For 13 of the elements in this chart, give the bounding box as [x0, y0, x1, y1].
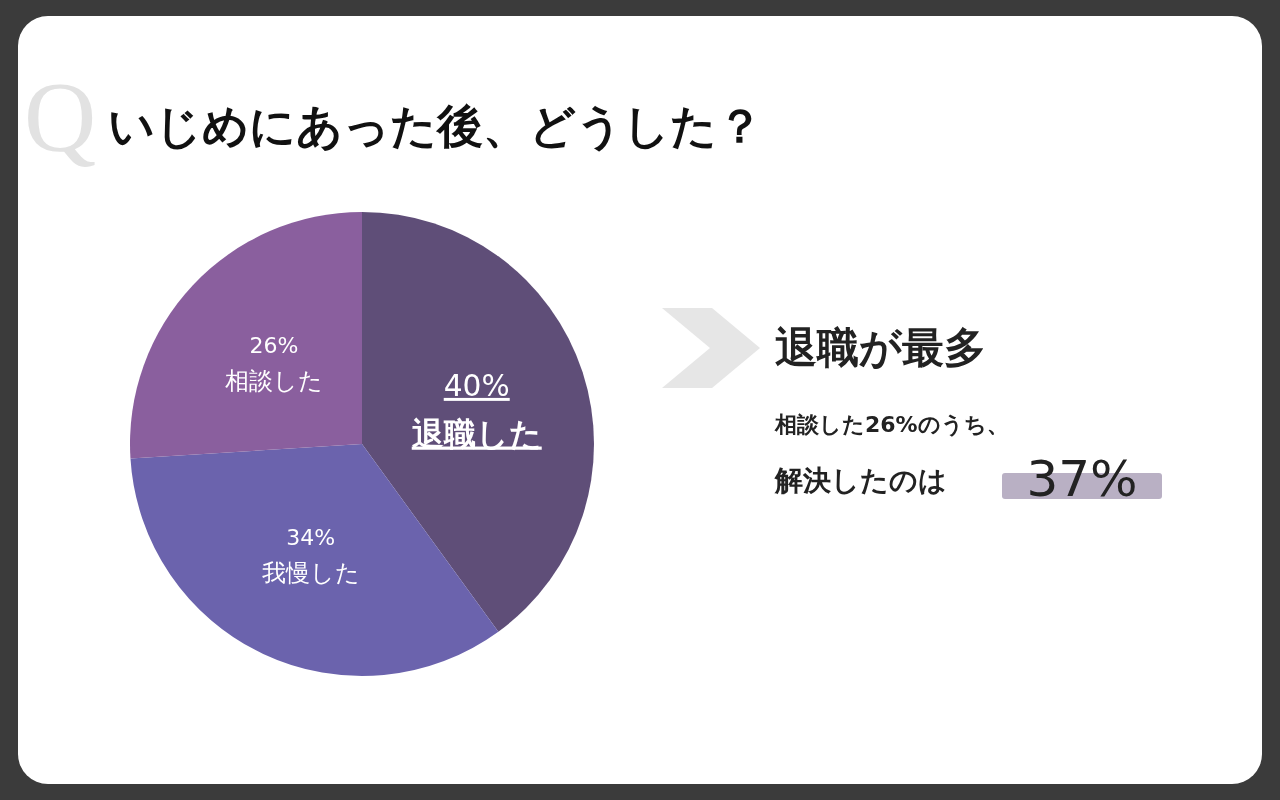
text: 解決したのは — [774, 464, 947, 497]
text: 退職が最多 — [775, 323, 986, 372]
pie-slice — [130, 212, 362, 459]
data-label: 34% — [286, 525, 336, 551]
slice-label: 退職した — [411, 414, 542, 453]
text: 相談した26%のうち、 — [774, 412, 1009, 437]
data-label: 26% — [249, 333, 299, 359]
pie-slice — [362, 212, 594, 632]
slice-label: 相談した — [225, 367, 324, 396]
slice-label: 我慢した — [261, 559, 360, 588]
text: 37% — [1026, 450, 1138, 508]
chart-title: いじめにあった後、どうした？ — [108, 99, 763, 153]
data-label: 40% — [443, 367, 510, 403]
